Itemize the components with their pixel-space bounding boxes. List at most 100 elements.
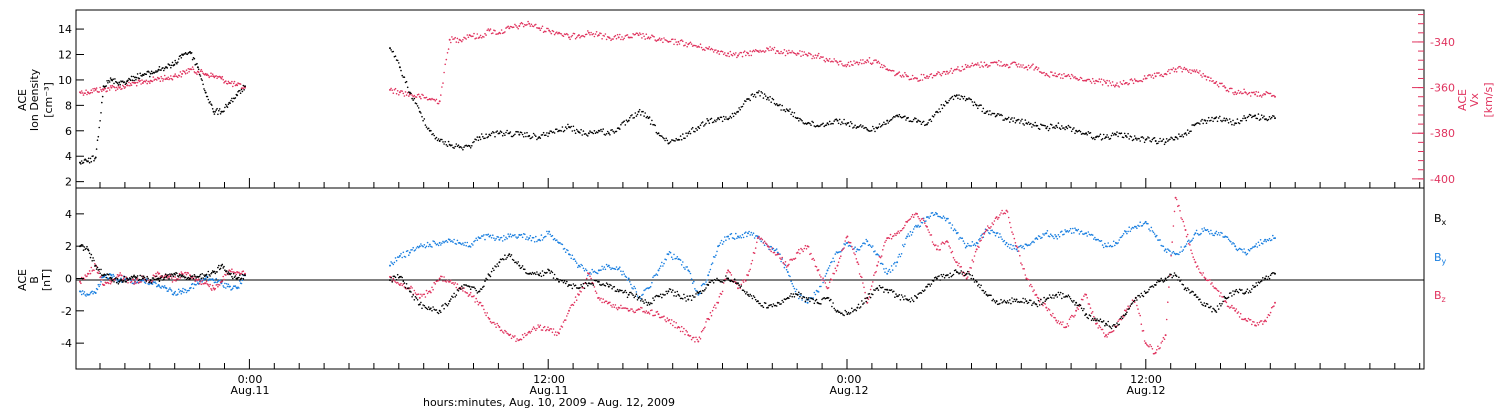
- bz-series-texture-dot: [466, 292, 469, 294]
- density-series-texture-dot: [1198, 122, 1200, 124]
- vx-series-texture-dot: [144, 81, 147, 83]
- density-series-texture-dot: [190, 52, 193, 54]
- density-series-texture-dot: [531, 136, 534, 138]
- by-series-texture-dot: [177, 288, 180, 291]
- bx-series-texture-dot: [1230, 292, 1232, 294]
- bx-series-point: [110, 277, 113, 280]
- bx-series-texture-dot: [882, 286, 884, 289]
- vx-series-texture-dot: [845, 65, 848, 68]
- bz-series-texture-dot: [951, 250, 954, 253]
- bx-series-texture-dot: [743, 290, 746, 293]
- by-series-texture-dot: [500, 236, 503, 239]
- by-series-texture-dot: [1227, 238, 1230, 241]
- bz-series-texture-dot: [432, 288, 434, 291]
- vx-series-texture-dot: [464, 37, 466, 39]
- bx-series-texture-dot: [595, 279, 598, 282]
- vx-series-texture-dot: [736, 56, 738, 59]
- bz-series-texture-dot: [668, 318, 671, 321]
- vx-series-texture-dot: [643, 35, 645, 38]
- bx-series-texture-dot: [120, 278, 122, 281]
- by-series-texture-dot: [1130, 228, 1133, 230]
- bz-series-texture-dot: [641, 307, 643, 309]
- vx-series-texture-dot: [163, 78, 165, 80]
- bx-series-texture-dot: [754, 298, 757, 301]
- vx-series-texture-dot: [1004, 65, 1007, 67]
- bx-series-texture-dot: [587, 284, 589, 287]
- by-series-texture-dot: [649, 285, 652, 288]
- bz-series-point: [1075, 309, 1078, 312]
- density-series-texture-dot: [240, 88, 243, 91]
- density-series-texture-dot: [1099, 133, 1102, 136]
- bz-series-texture-dot: [689, 335, 692, 337]
- density-series-point: [468, 145, 471, 147]
- bx-series-texture-dot: [900, 294, 903, 296]
- by-series-texture-dot: [1169, 250, 1171, 252]
- vx-series-texture-dot: [1133, 78, 1136, 80]
- density-series-texture-dot: [1259, 118, 1262, 120]
- bx-series-texture-dot: [990, 294, 992, 297]
- vx-series-texture-dot: [907, 75, 909, 78]
- by-series-texture-dot: [893, 263, 895, 265]
- vx-series-texture-dot: [930, 73, 933, 75]
- by-series-texture-dot: [479, 237, 482, 239]
- density-series-texture-dot: [1127, 132, 1129, 135]
- bx-series-texture-dot: [664, 294, 666, 296]
- density-series-texture-dot: [1143, 141, 1146, 144]
- vx-series-texture-dot: [919, 79, 922, 81]
- by-series-texture-dot: [1159, 239, 1161, 241]
- bz-series-texture-dot: [971, 259, 974, 261]
- bz-series-texture-dot: [825, 286, 828, 288]
- by-series-texture-dot: [1150, 226, 1153, 229]
- by-series-texture-dot: [227, 283, 230, 286]
- bx-series-texture-dot: [539, 272, 542, 275]
- vx-series-texture-dot: [81, 92, 84, 94]
- vx-series-texture-dot: [1253, 91, 1255, 93]
- by-series-texture-dot: [1121, 234, 1124, 237]
- bz-series-texture-dot: [974, 250, 977, 253]
- bx-series-texture-dot: [684, 296, 686, 299]
- by-series-texture-dot: [504, 238, 506, 241]
- bx-series-texture-dot: [210, 273, 212, 275]
- density-series-texture-dot: [1120, 132, 1123, 134]
- vx-series-texture-dot: [169, 77, 171, 80]
- bx-series-texture-dot: [912, 300, 915, 303]
- bz-series-texture-dot: [1235, 308, 1238, 310]
- vx-series-point: [1085, 79, 1088, 82]
- bz-series-texture-dot: [893, 235, 895, 237]
- bx-series-texture-dot: [877, 289, 880, 291]
- by-series-texture-dot: [830, 261, 832, 264]
- vx-series-texture-dot: [100, 88, 102, 91]
- density-series-texture-dot: [822, 122, 824, 125]
- by-series-texture-dot: [939, 215, 941, 218]
- density-series-texture-dot: [533, 134, 536, 136]
- density-series-texture-dot: [993, 112, 996, 115]
- bx-series-texture-dot: [105, 276, 107, 279]
- bx-series-texture-dot: [503, 258, 505, 261]
- density-series-texture-dot: [592, 132, 595, 135]
- bz-series-point: [796, 251, 799, 254]
- density-series-texture-dot: [1012, 120, 1014, 122]
- vx-series-texture-dot: [412, 95, 415, 98]
- vx-series-texture-dot: [569, 38, 571, 41]
- bx-series-texture-dot: [516, 262, 518, 265]
- vx-series-point: [1214, 82, 1217, 84]
- by-series-texture-dot: [788, 274, 790, 277]
- by-series-texture-dot: [1149, 230, 1151, 232]
- by-series-texture-dot: [695, 289, 697, 292]
- density-series-texture-dot: [1178, 133, 1180, 135]
- bx-series-texture-dot: [1170, 273, 1172, 276]
- density-series-texture-dot: [1123, 132, 1126, 135]
- bz-series-texture-dot: [1199, 271, 1201, 274]
- density-series-texture-dot: [410, 92, 412, 95]
- bz-series-texture-dot: [456, 283, 459, 285]
- density-series-texture-dot: [1006, 117, 1009, 120]
- by-series-point: [1244, 251, 1247, 254]
- bx-series-texture-dot: [693, 296, 695, 298]
- vx-series-texture-dot: [122, 85, 125, 88]
- bz-series-texture-dot: [100, 275, 102, 278]
- vx-series-texture-dot: [653, 36, 655, 38]
- vx-series-texture-dot: [935, 74, 937, 77]
- by-series-texture-dot: [1073, 232, 1075, 234]
- vx-series-texture-dot: [920, 73, 923, 76]
- bz-series-point: [1055, 319, 1058, 322]
